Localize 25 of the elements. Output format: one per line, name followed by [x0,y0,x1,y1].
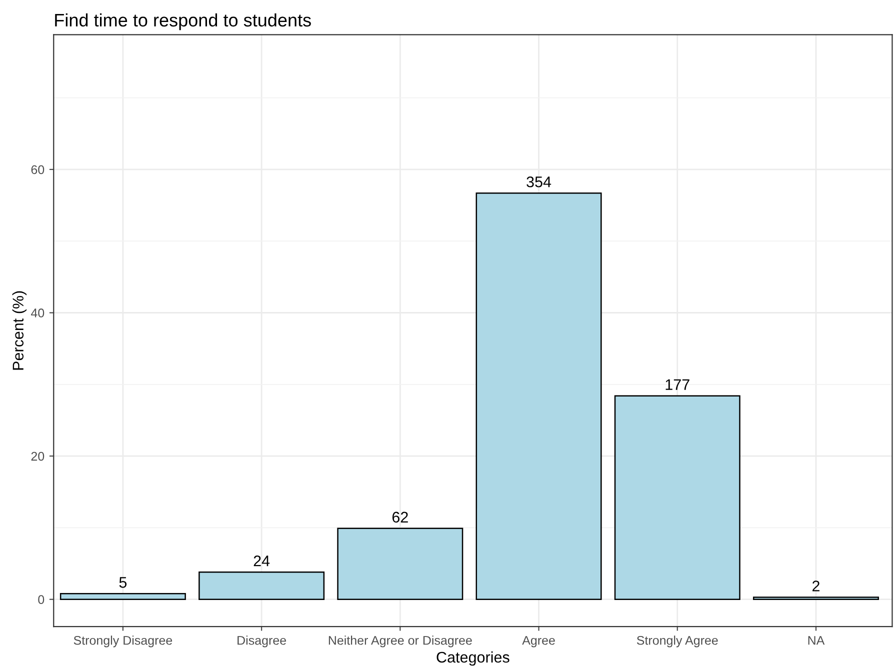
annotation: 2 [812,580,820,592]
bar [752,596,879,600]
x-tick-label: Strongly Agree [636,636,718,648]
annotation: 177 [666,379,690,390]
y-axis-title: Percent (%) [12,291,27,370]
y-tick-label: 40 [30,308,44,318]
chart-title: Find time to respond to students [55,13,311,30]
bar [614,395,740,600]
bar [337,528,464,600]
x-axis-title: Categories [436,651,510,666]
x-tick-label: Strongly Disagree [74,636,172,648]
y-tick-label: 60 [31,165,44,174]
annotation: 354 [526,176,552,188]
annotation: 62 [392,512,408,523]
x-tick-label: Disagree [238,636,286,648]
y-tick-label: 20 [31,452,44,461]
x-tick-label: Neither Agree or Disagree [328,636,472,648]
bar [198,572,325,600]
annotation: 24 [254,556,270,566]
x-tick-label: Agree [522,636,555,648]
bar [476,192,602,600]
annotation: 5 [119,577,127,588]
y-tick-label: 0 [38,595,44,604]
bar [60,593,186,600]
x-tick-label: NA [808,636,825,645]
